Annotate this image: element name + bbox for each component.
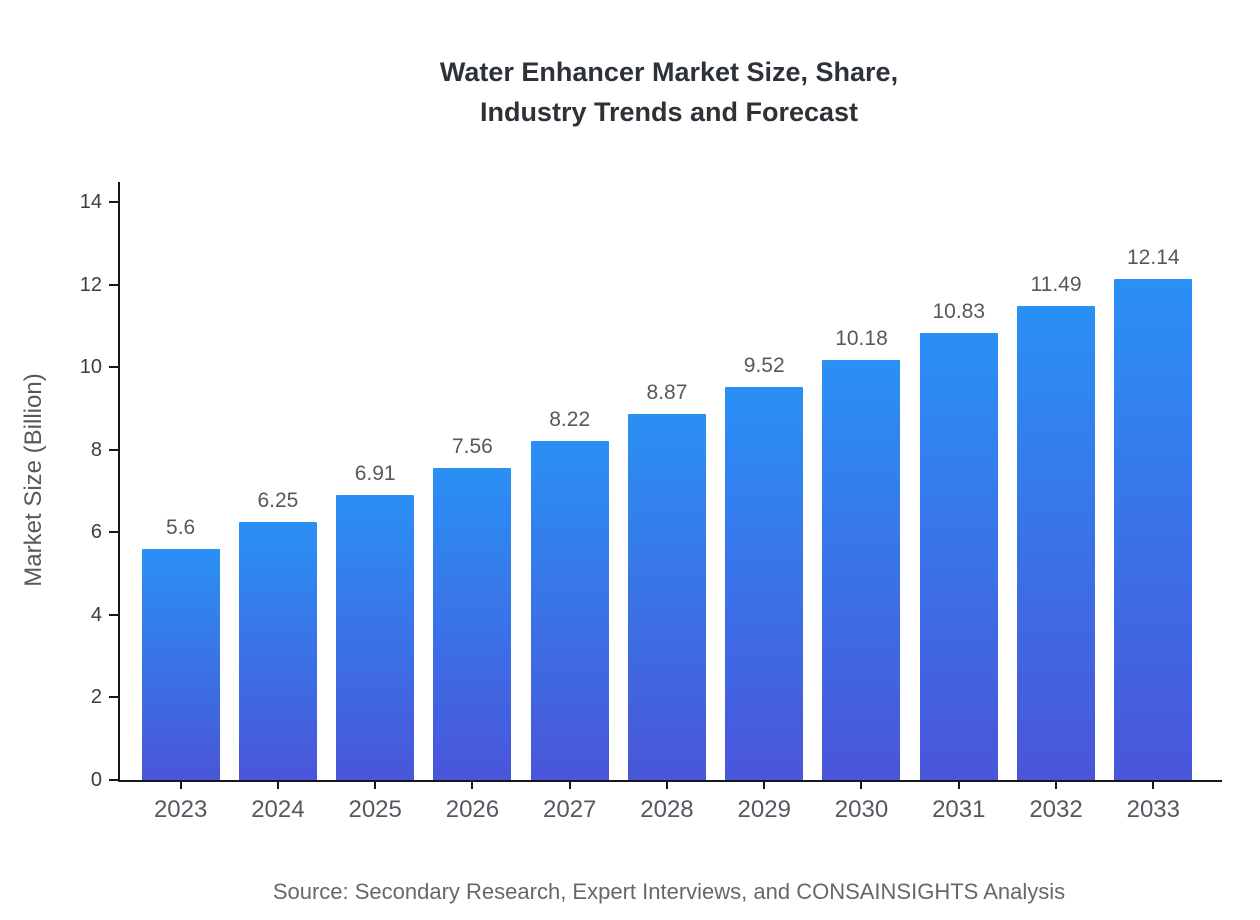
x-tick-slot: 2032 (1007, 780, 1104, 826)
x-tick-label: 2029 (737, 796, 791, 823)
x-axis: 2023 2024 2025 2026 2027 2028 2029 2030 2031 2032… (132, 780, 1202, 826)
x-tick-slot: 2030 (813, 780, 910, 826)
bar-value-label: 6.91 (354, 461, 396, 485)
y-tick-label: 0 (90, 769, 102, 791)
bar-slot: 8.22 (521, 408, 618, 780)
y-tick-mark (109, 779, 118, 781)
chart-title-line2: Industry Trends and Forecast (479, 97, 859, 127)
x-tick-label: 2027 (543, 796, 597, 823)
bar-slot: 12.14 (1105, 246, 1202, 780)
bar-value-label: 8.22 (549, 407, 591, 431)
x-tick-label: 2032 (1029, 796, 1083, 823)
x-tick-label: 2030 (834, 796, 889, 823)
bar (336, 494, 415, 780)
y-tick-mark (109, 613, 118, 616)
y-tick-label: 2 (90, 686, 102, 709)
bar (530, 440, 609, 780)
bar-value-label: 5.6 (166, 515, 196, 539)
chart-title-line1: Water Enhancer Market Size, Share, (439, 57, 899, 87)
y-tick-mark (109, 448, 118, 451)
x-tick-mark (763, 782, 766, 789)
bar (627, 413, 706, 780)
bar-value-label: 11.49 (1030, 272, 1082, 296)
x-tick-mark (957, 782, 960, 789)
source-note: Source: Secondary Research, Expert Inter… (272, 879, 1066, 904)
y-tick-label: 4 (90, 603, 102, 626)
y-tick-label: 8 (90, 438, 102, 461)
bar-slot: 6.91 (327, 462, 424, 780)
bar-slot: 10.83 (910, 300, 1007, 780)
x-tick-mark (1152, 782, 1155, 789)
bar (1114, 278, 1193, 780)
bar (433, 467, 512, 780)
y-axis-label: Market Size (Billion) (20, 373, 47, 587)
bar-value-label: 10.18 (835, 326, 888, 350)
x-tick-label: 2033 (1126, 796, 1180, 823)
x-tick-label: 2031 (932, 796, 986, 823)
x-tick-mark (276, 782, 279, 789)
x-tick-slot: 2028 (618, 780, 715, 826)
bar-slot: 9.52 (716, 354, 813, 780)
plot-area: 0 2 4 6 8 10 12 14 5.6 6.25 6.91 7.56 8.22 8.87 9.52 1… (80, 182, 1222, 823)
x-tick-mark (860, 782, 863, 789)
bar (141, 548, 220, 780)
bar-value-label: 12.14 (1127, 245, 1180, 269)
bar (919, 332, 998, 780)
bar-value-label: 6.25 (257, 488, 299, 512)
x-tick-slot: 2026 (424, 780, 521, 826)
bar-slot: 7.56 (424, 435, 521, 780)
x-tick-mark (471, 782, 474, 789)
chart-title: Water Enhancer Market Size, Share, Indus… (118, 52, 1220, 132)
x-tick-mark (1055, 782, 1058, 789)
y-tick-mark (109, 531, 118, 534)
bar-slot: 6.25 (229, 489, 326, 780)
x-tick-label: 2026 (445, 796, 500, 823)
x-tick-label: 2028 (640, 796, 694, 823)
bar-value-label: 9.52 (743, 353, 785, 377)
x-tick-slot: 2031 (910, 780, 1007, 826)
x-tick-slot: 2023 (132, 780, 229, 826)
y-tick-label: 10 (79, 356, 102, 379)
bar-value-label: 7.56 (451, 434, 493, 458)
y-tick-mark (109, 696, 118, 699)
bar-slot: 8.87 (618, 381, 715, 780)
x-tick-mark (374, 782, 377, 789)
y-axis: 0 2 4 6 8 10 12 14 (80, 182, 1222, 791)
y-tick-mark (109, 366, 118, 369)
y-tick-mark (109, 201, 118, 203)
y-tick-mark (109, 283, 118, 286)
x-tick-slot: 2024 (229, 780, 326, 826)
bar (1017, 305, 1096, 780)
x-tick-mark (665, 782, 668, 789)
bar-series: 5.6 6.25 6.91 7.56 8.22 8.87 9.52 10.18 10.83 11.… (132, 202, 1202, 780)
bar-slot: 10.18 (813, 327, 910, 780)
x-tick-label: 2025 (348, 796, 402, 823)
x-tick-slot: 2027 (521, 780, 618, 826)
x-tick-label: 2023 (153, 796, 208, 823)
x-tick-slot: 2033 (1105, 780, 1202, 826)
y-tick-label: 6 (90, 521, 102, 544)
bar-slot: 11.49 (1007, 273, 1104, 780)
bar-value-label: 10.83 (932, 299, 986, 323)
y-tick-label: 14 (79, 191, 102, 213)
x-tick-slot: 2025 (327, 780, 424, 826)
bar (238, 521, 317, 780)
x-tick-mark (179, 782, 182, 789)
bar (822, 359, 901, 780)
x-tick-label: 2024 (251, 796, 305, 823)
x-tick-mark (568, 782, 571, 789)
x-tick-slot: 2029 (716, 780, 813, 826)
bar (725, 386, 804, 780)
bar-value-label: 8.87 (646, 380, 688, 404)
bar-slot: 5.6 (132, 516, 229, 780)
y-tick-label: 12 (79, 273, 102, 296)
